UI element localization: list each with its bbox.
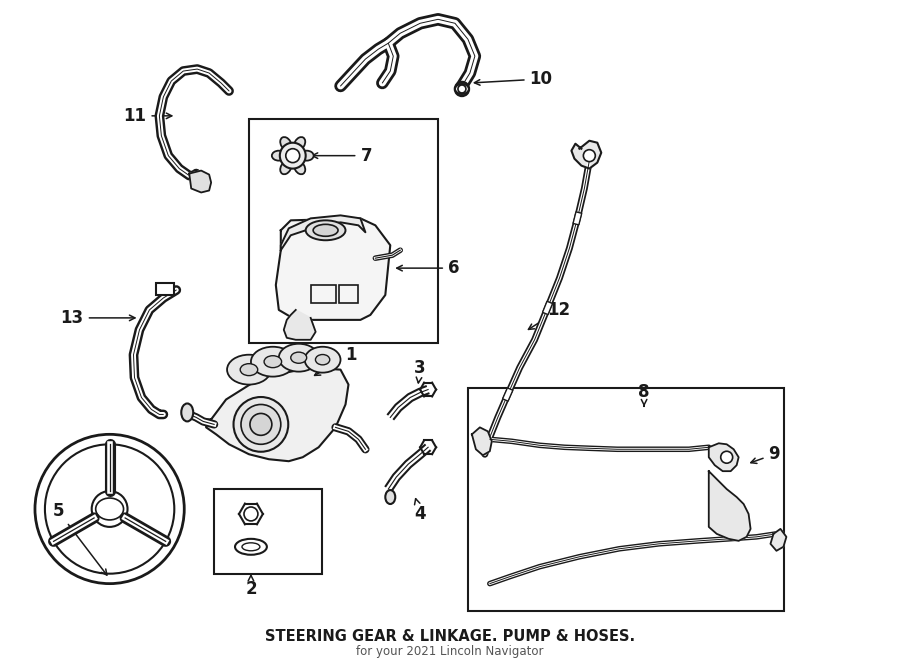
Ellipse shape: [264, 356, 282, 368]
Bar: [249, 119, 438, 343]
Text: 10: 10: [474, 70, 553, 88]
Polygon shape: [472, 428, 491, 455]
Bar: [214, 489, 321, 574]
Ellipse shape: [300, 151, 313, 161]
Text: for your 2021 Lincoln Navigator: for your 2021 Lincoln Navigator: [356, 645, 544, 658]
Polygon shape: [572, 141, 601, 169]
Polygon shape: [281, 215, 365, 251]
Ellipse shape: [294, 137, 305, 150]
Circle shape: [280, 143, 306, 169]
Ellipse shape: [313, 224, 338, 236]
Ellipse shape: [385, 490, 395, 504]
Text: 3: 3: [414, 359, 426, 383]
Polygon shape: [770, 529, 787, 551]
Ellipse shape: [250, 413, 272, 436]
Polygon shape: [206, 368, 348, 461]
Bar: [338, 285, 358, 303]
Polygon shape: [284, 310, 316, 340]
Ellipse shape: [305, 347, 340, 373]
Text: 9: 9: [751, 446, 780, 463]
Ellipse shape: [272, 151, 286, 161]
Text: 11: 11: [123, 107, 172, 125]
Ellipse shape: [240, 364, 257, 375]
Text: 2: 2: [245, 574, 256, 598]
Circle shape: [721, 451, 733, 463]
Bar: [310, 285, 336, 303]
Polygon shape: [275, 218, 391, 320]
Ellipse shape: [241, 405, 281, 444]
Ellipse shape: [251, 347, 294, 377]
Ellipse shape: [181, 403, 194, 422]
Ellipse shape: [227, 355, 271, 385]
Polygon shape: [709, 444, 739, 471]
Ellipse shape: [280, 137, 292, 150]
Ellipse shape: [291, 352, 307, 364]
Text: 1: 1: [315, 346, 357, 375]
Text: 12: 12: [528, 301, 571, 329]
Ellipse shape: [233, 397, 288, 451]
Text: 7: 7: [312, 147, 372, 165]
Circle shape: [583, 149, 595, 162]
Polygon shape: [189, 171, 212, 192]
Text: 13: 13: [60, 309, 135, 327]
Circle shape: [455, 82, 469, 96]
Ellipse shape: [294, 161, 305, 175]
Ellipse shape: [280, 161, 292, 175]
Polygon shape: [709, 471, 751, 541]
Bar: [157, 283, 175, 295]
Bar: [502, 388, 513, 401]
Text: 4: 4: [414, 498, 426, 523]
Circle shape: [458, 85, 466, 93]
Ellipse shape: [279, 344, 319, 371]
Text: 8: 8: [638, 383, 650, 406]
Text: 5: 5: [52, 502, 107, 575]
Text: 6: 6: [397, 259, 460, 277]
Circle shape: [286, 149, 300, 163]
Text: STEERING GEAR & LINKAGE. PUMP & HOSES.: STEERING GEAR & LINKAGE. PUMP & HOSES.: [265, 629, 635, 644]
Bar: [468, 387, 785, 611]
Bar: [573, 212, 581, 225]
Bar: [543, 301, 553, 315]
Ellipse shape: [455, 84, 469, 94]
Ellipse shape: [306, 220, 346, 240]
Ellipse shape: [315, 354, 329, 365]
